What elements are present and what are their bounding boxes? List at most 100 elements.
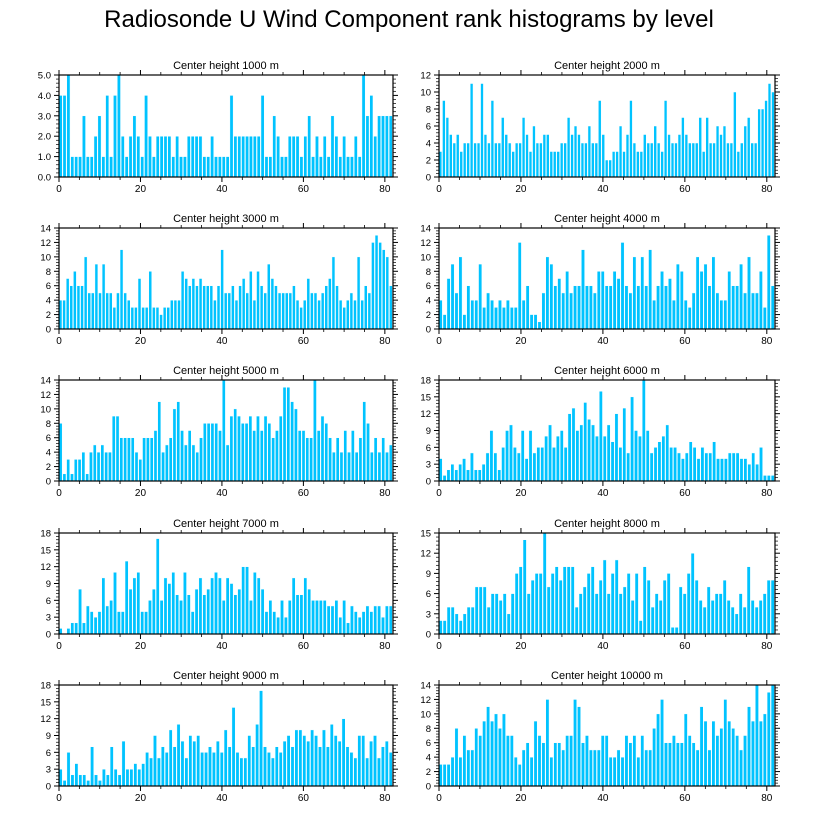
histogram-bar [532,125,536,178]
histogram-panel-2: Center height 2000 m 0 20 40 60 80 0 2 4 6 8 10 12 [420,60,780,195]
histogram-bar [342,135,347,178]
histogram-bar [229,95,234,178]
histogram-bar [89,611,94,635]
histogram-bar [62,95,67,178]
histogram-bar [235,752,240,787]
histogram-bar [691,292,696,330]
histogram-bar [648,249,653,330]
histogram-bar [109,600,114,635]
y-tick-label: 10 [420,709,431,720]
y-tick-label: 15 [40,545,51,556]
histogram-bar [98,780,102,787]
x-tick-label: 20 [515,336,527,347]
histogram-bar [458,463,463,482]
histogram-bar [466,142,470,178]
histogram-bar [521,749,526,787]
histogram-bar [299,156,304,178]
histogram-bar [454,292,459,330]
histogram-bar [365,605,370,635]
histogram-bar [66,459,71,482]
x-tick-label: 0 [56,641,62,652]
histogram-bar [735,452,740,482]
histogram-bar [716,458,720,482]
histogram-bar [326,156,331,178]
plot-frame [58,379,394,482]
histogram-bar [554,566,559,635]
histogram-bar [337,740,342,787]
histogram-bar [210,423,215,482]
histogram-bar [219,752,224,787]
y-tick-label: 0 [426,782,431,793]
histogram-bar [78,774,83,787]
histogram-bar [573,699,578,787]
histogram-bar [592,292,597,330]
histogram-bar [190,135,195,178]
histogram-bar [569,735,574,787]
histogram-bar [723,699,728,787]
histogram-bar [93,135,98,178]
histogram-bar [563,142,567,178]
histogram-bar [740,142,744,178]
y-tick-label: 14 [40,224,51,235]
histogram-bar [377,605,382,635]
histogram-bar [505,299,510,330]
histogram-bar [486,706,491,787]
x-tick-label: 60 [679,184,691,195]
histogram-bar [596,271,601,330]
histogram-bar [758,271,763,330]
histogram-bar [123,437,127,482]
histogram-bar [105,605,110,635]
histogram-bar [276,616,281,635]
histogram-bar [180,271,185,330]
histogram-bar [362,401,367,482]
histogram-bar [105,95,110,178]
x-tick-label: 80 [379,336,391,347]
histogram-bar [658,600,663,635]
histogram-bar [342,600,347,635]
histogram-bar [449,134,453,178]
histogram-bar [664,742,668,787]
histogram-bar [759,447,763,482]
histogram-bar [288,292,293,330]
x-tick-label: 0 [436,793,442,804]
histogram-bar [109,156,114,178]
histogram-bar [733,91,737,178]
histogram-bar [675,742,680,787]
histogram-bar [714,593,719,635]
y-tick-label: 3.0 [38,111,51,122]
histogram-bar [270,757,275,787]
histogram-bar [62,780,67,787]
histogram-bar [311,156,315,178]
histogram-bar [234,299,239,330]
histogram-bar [729,142,734,178]
histogram-bar [280,600,284,635]
histogram-bar [590,566,595,635]
histogram-bar [712,142,716,178]
y-tick-label: 9 [46,731,51,742]
histogram-bar [653,447,658,482]
histogram-bar [351,430,355,482]
histogram-bar [529,756,534,787]
y-tick-label: 3 [46,613,51,624]
panel-title: Center height 7000 m [173,518,279,530]
histogram-bar [600,271,605,330]
histogram-bar [350,156,354,178]
histogram-bar [517,242,522,330]
histogram-bar [469,83,474,178]
histogram-bar [130,437,135,482]
histogram-bar [473,469,478,482]
x-tick-label: 80 [761,488,773,499]
histogram-bar [115,415,120,482]
histogram-bar [259,690,263,787]
histogram-bar [770,285,775,330]
histogram-bar [301,430,306,482]
x-tick-label: 20 [135,793,147,804]
histogram-bar [687,735,692,787]
histogram-bar [533,720,538,787]
x-tick-label: 20 [515,793,527,804]
histogram-bar [766,691,771,787]
histogram-bar [249,271,253,330]
histogram-bar [649,452,654,482]
histogram-bar [646,142,650,178]
histogram-bar [474,299,479,330]
